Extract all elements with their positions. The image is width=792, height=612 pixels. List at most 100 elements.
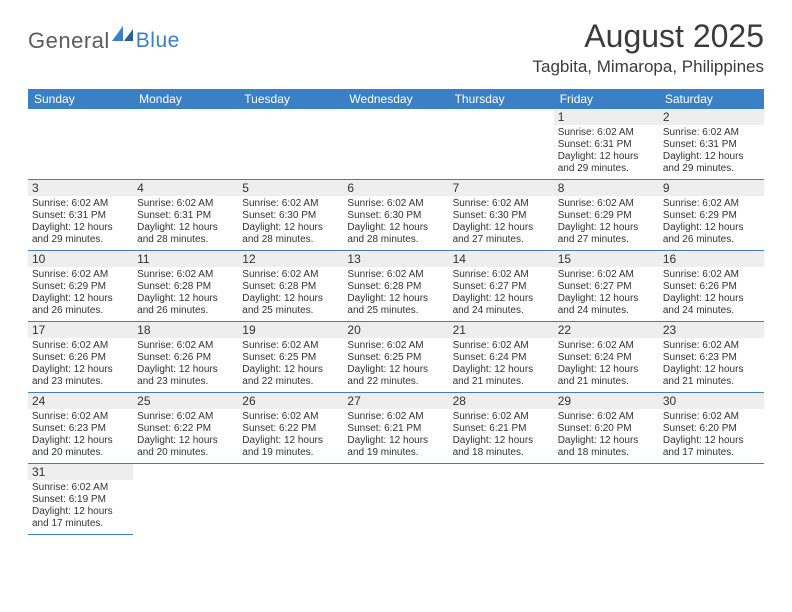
day-cell: 28Sunrise: 6:02 AMSunset: 6:21 PMDayligh… [449,393,554,464]
day-cell: 26Sunrise: 6:02 AMSunset: 6:22 PMDayligh… [238,393,343,464]
day-number: 22 [554,322,659,338]
sunrise-line: Sunrise: 6:02 AM [137,411,234,423]
day-info: Sunrise: 6:02 AMSunset: 6:30 PMDaylight:… [449,196,554,250]
day-number: 6 [343,180,448,196]
daylight-line: Daylight: 12 hours and 26 minutes. [32,293,129,317]
calendar-table: SundayMondayTuesdayWednesdayThursdayFrid… [28,89,764,535]
sunrise-line: Sunrise: 6:02 AM [663,127,760,139]
sunset-line: Sunset: 6:31 PM [663,139,760,151]
sunrise-line: Sunrise: 6:02 AM [347,198,444,210]
day-cell: 1Sunrise: 6:02 AMSunset: 6:31 PMDaylight… [554,109,659,180]
day-number: 17 [28,322,133,338]
sunrise-line: Sunrise: 6:02 AM [137,269,234,281]
day-info: Sunrise: 6:02 AMSunset: 6:25 PMDaylight:… [343,338,448,392]
sunset-line: Sunset: 6:25 PM [347,352,444,364]
day-cell: 14Sunrise: 6:02 AMSunset: 6:27 PMDayligh… [449,251,554,322]
sunset-line: Sunset: 6:26 PM [137,352,234,364]
sunrise-line: Sunrise: 6:02 AM [32,411,129,423]
day-number: 2 [659,109,764,125]
empty-cell [343,464,448,535]
daylight-line: Daylight: 12 hours and 23 minutes. [137,364,234,388]
sunrise-line: Sunrise: 6:02 AM [558,340,655,352]
sunset-line: Sunset: 6:29 PM [663,210,760,222]
sunset-line: Sunset: 6:30 PM [453,210,550,222]
day-cell: 27Sunrise: 6:02 AMSunset: 6:21 PMDayligh… [343,393,448,464]
weekday-header: Wednesday [343,89,448,109]
day-number: 25 [133,393,238,409]
day-cell: 11Sunrise: 6:02 AMSunset: 6:28 PMDayligh… [133,251,238,322]
sunrise-line: Sunrise: 6:02 AM [32,198,129,210]
sunset-line: Sunset: 6:28 PM [242,281,339,293]
sunset-line: Sunset: 6:25 PM [242,352,339,364]
day-info: Sunrise: 6:02 AMSunset: 6:27 PMDaylight:… [554,267,659,321]
day-number: 4 [133,180,238,196]
sunset-line: Sunset: 6:31 PM [32,210,129,222]
daylight-line: Daylight: 12 hours and 18 minutes. [453,435,550,459]
day-number: 30 [659,393,764,409]
sunrise-line: Sunrise: 6:02 AM [453,340,550,352]
daylight-line: Daylight: 12 hours and 28 minutes. [242,222,339,246]
sunrise-line: Sunrise: 6:02 AM [32,482,129,494]
day-info: Sunrise: 6:02 AMSunset: 6:25 PMDaylight:… [238,338,343,392]
day-cell: 6Sunrise: 6:02 AMSunset: 6:30 PMDaylight… [343,180,448,251]
day-info: Sunrise: 6:02 AMSunset: 6:21 PMDaylight:… [449,409,554,463]
daylight-line: Daylight: 12 hours and 29 minutes. [663,151,760,175]
day-number: 15 [554,251,659,267]
sunset-line: Sunset: 6:31 PM [137,210,234,222]
brand-text-blue: Blue [136,29,180,53]
sunset-line: Sunset: 6:22 PM [242,423,339,435]
sunrise-line: Sunrise: 6:02 AM [558,127,655,139]
daylight-line: Daylight: 12 hours and 26 minutes. [663,222,760,246]
day-number: 21 [449,322,554,338]
daylight-line: Daylight: 12 hours and 24 minutes. [453,293,550,317]
calendar-body: 1Sunrise: 6:02 AMSunset: 6:31 PMDaylight… [28,109,764,535]
sunrise-line: Sunrise: 6:02 AM [558,411,655,423]
day-number: 5 [238,180,343,196]
sunrise-line: Sunrise: 6:02 AM [453,411,550,423]
day-info: Sunrise: 6:02 AMSunset: 6:27 PMDaylight:… [449,267,554,321]
calendar-row: 17Sunrise: 6:02 AMSunset: 6:26 PMDayligh… [28,322,764,393]
day-cell: 17Sunrise: 6:02 AMSunset: 6:26 PMDayligh… [28,322,133,393]
day-info: Sunrise: 6:02 AMSunset: 6:30 PMDaylight:… [343,196,448,250]
sunset-line: Sunset: 6:28 PM [347,281,444,293]
daylight-line: Daylight: 12 hours and 27 minutes. [453,222,550,246]
sunset-line: Sunset: 6:23 PM [663,352,760,364]
month-title: August 2025 [532,18,764,55]
day-info: Sunrise: 6:02 AMSunset: 6:29 PMDaylight:… [659,196,764,250]
day-cell: 8Sunrise: 6:02 AMSunset: 6:29 PMDaylight… [554,180,659,251]
weekday-header: Sunday [28,89,133,109]
sunrise-line: Sunrise: 6:02 AM [663,198,760,210]
empty-cell [133,109,238,180]
day-info: Sunrise: 6:02 AMSunset: 6:22 PMDaylight:… [133,409,238,463]
sunrise-line: Sunrise: 6:02 AM [558,198,655,210]
day-cell: 15Sunrise: 6:02 AMSunset: 6:27 PMDayligh… [554,251,659,322]
daylight-line: Daylight: 12 hours and 21 minutes. [453,364,550,388]
day-cell: 18Sunrise: 6:02 AMSunset: 6:26 PMDayligh… [133,322,238,393]
day-number: 8 [554,180,659,196]
day-cell: 13Sunrise: 6:02 AMSunset: 6:28 PMDayligh… [343,251,448,322]
sunrise-line: Sunrise: 6:02 AM [242,340,339,352]
daylight-line: Daylight: 12 hours and 24 minutes. [663,293,760,317]
day-info: Sunrise: 6:02 AMSunset: 6:22 PMDaylight:… [238,409,343,463]
day-cell: 25Sunrise: 6:02 AMSunset: 6:22 PMDayligh… [133,393,238,464]
day-info: Sunrise: 6:02 AMSunset: 6:30 PMDaylight:… [238,196,343,250]
empty-cell [554,464,659,535]
sunset-line: Sunset: 6:24 PM [453,352,550,364]
sunrise-line: Sunrise: 6:02 AM [558,269,655,281]
empty-cell [659,464,764,535]
location-subtitle: Tagbita, Mimaropa, Philippines [532,57,764,77]
day-number: 23 [659,322,764,338]
sunset-line: Sunset: 6:30 PM [347,210,444,222]
sunset-line: Sunset: 6:20 PM [558,423,655,435]
weekday-header-row: SundayMondayTuesdayWednesdayThursdayFrid… [28,89,764,109]
daylight-line: Daylight: 12 hours and 20 minutes. [32,435,129,459]
day-number: 19 [238,322,343,338]
day-cell: 16Sunrise: 6:02 AMSunset: 6:26 PMDayligh… [659,251,764,322]
day-number: 7 [449,180,554,196]
day-cell: 3Sunrise: 6:02 AMSunset: 6:31 PMDaylight… [28,180,133,251]
day-info: Sunrise: 6:02 AMSunset: 6:20 PMDaylight:… [554,409,659,463]
brand-logo: General Blue [28,18,180,55]
day-info: Sunrise: 6:02 AMSunset: 6:23 PMDaylight:… [28,409,133,463]
day-cell: 5Sunrise: 6:02 AMSunset: 6:30 PMDaylight… [238,180,343,251]
empty-cell [449,464,554,535]
